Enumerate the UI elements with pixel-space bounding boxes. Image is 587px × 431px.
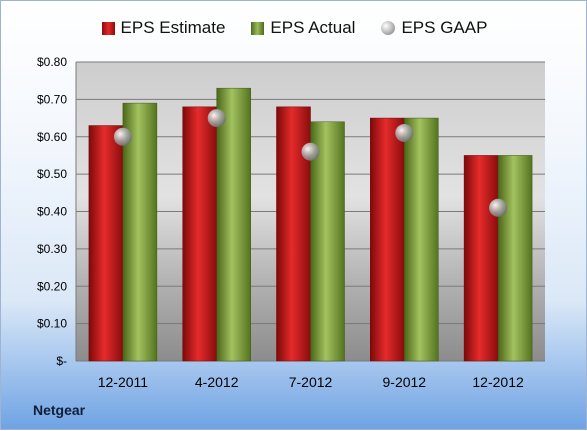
y-tick-label: $0.30 [37,242,67,256]
company-label: Netgear [33,402,86,418]
point-eps-gaap [207,109,226,128]
x-tick-label: 12-2011 [98,374,149,390]
bars [88,87,533,362]
bar-eps-actual [310,121,345,362]
legend-label-gaap: EPS GAAP [401,18,488,37]
bar-eps-estimate [463,155,499,362]
y-tick-label: $0.60 [37,130,67,144]
point-eps-gaap [489,198,508,217]
legend-item-eps-actual: EPS Actual [251,18,355,38]
x-tick-label: 4-2012 [195,374,239,390]
legend-swatch-actual [251,21,265,35]
y-tick-label: $0.50 [37,167,67,181]
bar-eps-actual [216,87,251,362]
legend-item-eps-gaap: EPS GAAP [381,18,487,38]
x-tick-label: 12-2012 [472,374,524,390]
y-tick-label: $0.40 [37,205,67,219]
y-tick-label: $0.80 [37,55,67,69]
bar-eps-estimate [370,117,405,362]
legend-label-actual: EPS Actual [270,18,356,37]
gaap-points [113,109,508,217]
y-axis-tick-labels: $- $0.10 $0.20 $0.30 $0.40 $0.50 $0.60 $0.70 $0.… [37,55,67,368]
y-tick-label: $0.70 [37,92,67,106]
x-tick-label: 9-2012 [383,374,427,390]
legend-label-estimate: EPS Estimate [120,18,226,37]
bar-eps-actual [404,117,439,362]
legend: EPS Estimate EPS Actual EPS GAAP [1,18,587,38]
point-eps-gaap [113,127,132,146]
legend-swatch-gaap [381,21,396,35]
y-tick-label: $0.10 [37,317,67,331]
y-tick-label: $0.20 [37,279,67,293]
legend-swatch-estimate [101,21,115,35]
point-eps-gaap [395,124,414,143]
y-tick-label: $- [56,354,67,368]
x-axis-tick-labels: 12-2011 4-2012 7-2012 9-2012 12-2012 [98,374,524,390]
bar-eps-actual [497,155,533,362]
bar-eps-actual [122,102,158,362]
point-eps-gaap [301,142,320,161]
x-tick-label: 7-2012 [289,374,333,390]
bar-eps-estimate [88,125,124,362]
legend-item-eps-estimate: EPS Estimate [101,18,226,38]
bar-eps-estimate [182,106,217,362]
